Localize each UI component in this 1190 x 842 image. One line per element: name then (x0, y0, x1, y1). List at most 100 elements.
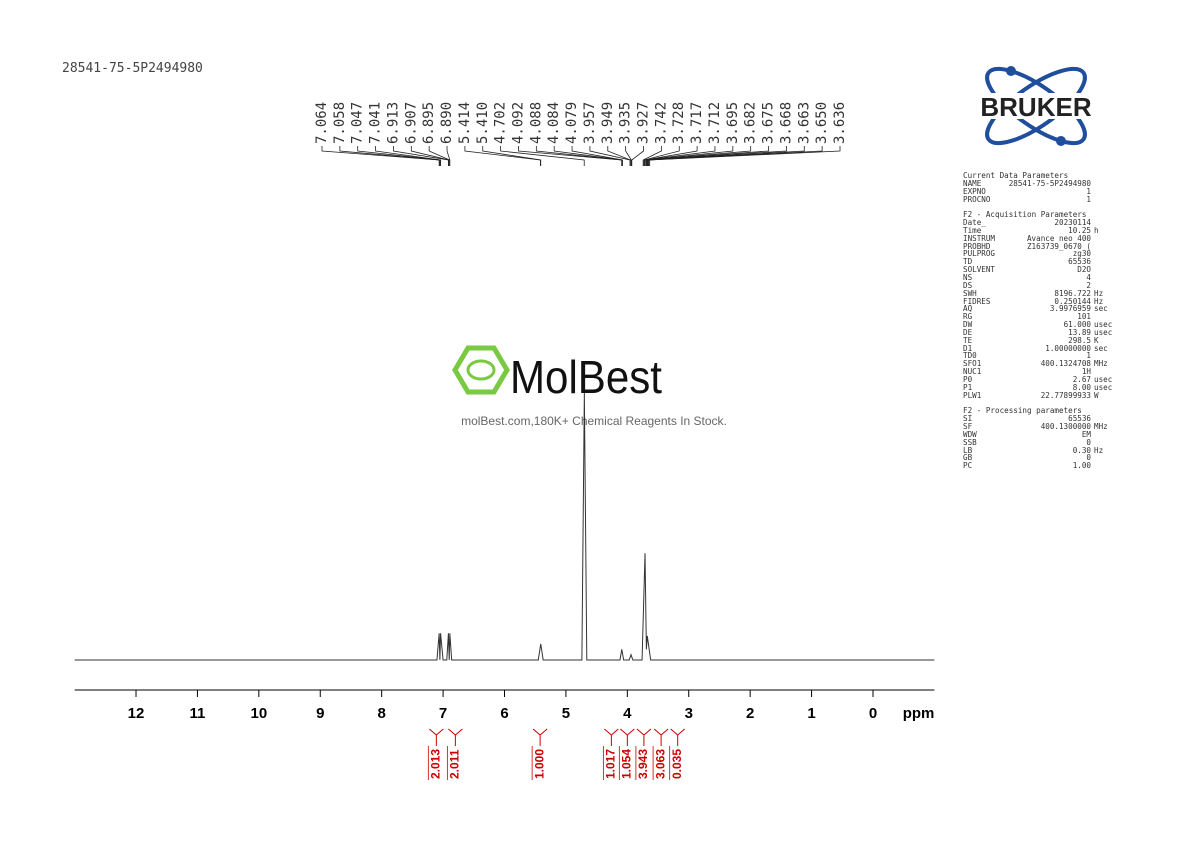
section-title: F2 - Acquisition Parameters (963, 210, 1087, 220)
parameter-value: 1 (1086, 194, 1091, 204)
peak-label: 3.712 (707, 102, 723, 144)
peak-label: 6.890 (439, 102, 455, 144)
x-tick-label: 9 (316, 705, 324, 722)
parameter-row: PC 1.00 (963, 462, 1113, 470)
peak-leader (571, 146, 623, 166)
peak-leader (589, 146, 631, 166)
parameter-name: NAME (963, 178, 982, 188)
parameter-row: PROCNO 1 (963, 194, 1113, 204)
peak-leader (648, 146, 823, 166)
parameter-row: FIDRES 0.250144 Hz (963, 296, 1113, 306)
parameter-value: 0 (1086, 453, 1091, 463)
parameter-value: 13.89 (1068, 327, 1091, 337)
parameter-value: 298.5 (1068, 335, 1091, 345)
parameter-row: NUC1 1H (963, 368, 1113, 376)
x-tick-label: 0 (869, 705, 877, 722)
parameter-unit: MHz (1094, 422, 1108, 431)
parameter-row: PULPROG zg30 (963, 250, 1113, 258)
parameter-name: GB (963, 453, 973, 463)
parameter-name: INSTRUM (963, 233, 996, 243)
parameter-name: PULPROG (963, 249, 996, 259)
parameter-unit: usec (1094, 320, 1113, 330)
parameter-row: TD 65536 (963, 258, 1113, 266)
parameter-row: WDW EM (963, 429, 1113, 439)
integral-bracket (653, 728, 669, 746)
parameter-row: RG 101 (963, 313, 1113, 321)
peak-label: 3.695 (725, 102, 741, 144)
x-tick-label: 2 (746, 705, 754, 722)
parameter-name: D1 (963, 343, 973, 353)
parameter-value: zg30 (1072, 249, 1091, 259)
orbit (985, 66, 1087, 146)
peak-label: 7.047 (350, 102, 366, 144)
parameter-value: 1.00000000 (1045, 343, 1091, 353)
x-tick-label: 11 (189, 705, 205, 722)
parameter-value: 400.1324708 (1040, 359, 1091, 369)
peak-label: 3.957 (582, 102, 598, 144)
parameter-value: 2 (1086, 280, 1091, 290)
parameter-value: 0.30 (1072, 445, 1091, 455)
parameter-name: AQ (963, 304, 973, 314)
integral-label: 1.054 (620, 749, 634, 779)
parameter-row: INSTRUM Avance neo 400 (963, 233, 1113, 243)
peak-label: 4.088 (528, 102, 544, 144)
parameter-row: SWH 8196.722 Hz (963, 288, 1113, 298)
peak-leader (446, 146, 451, 166)
peak-leader (500, 146, 585, 166)
x-tick-label: 6 (500, 705, 508, 722)
peak-leader (644, 146, 716, 166)
integral-bracket (636, 728, 652, 746)
peak-leader (482, 146, 542, 166)
parameter-unit: sec (1094, 343, 1108, 353)
peak-leader (339, 146, 440, 166)
bruker-text: BRUKER (980, 92, 1091, 122)
parameter-unit: sec (1094, 304, 1108, 314)
parameter-row: P1 8.00 usec (963, 383, 1113, 392)
bruker-logo: BRUKER (958, 66, 1114, 146)
parameter-name: EXPNO (963, 186, 986, 196)
peak-leader (646, 146, 752, 166)
peak-leader (518, 146, 623, 166)
peak-label: 3.742 (653, 102, 669, 144)
spectrum-trace (74, 392, 935, 661)
parameter-name: WDW (963, 429, 977, 439)
peak-label: 3.935 (618, 102, 634, 144)
parameter-value: 61.000 (1063, 320, 1091, 330)
logo-hexagon (452, 345, 510, 395)
parameter-name: FIDRES (963, 296, 991, 306)
parameter-unit: K (1094, 335, 1099, 345)
parameter-row: DW 61.000 usec (963, 321, 1113, 329)
integral-label: 1.000 (532, 749, 546, 779)
peak-leader (645, 146, 734, 166)
x-tick-label: 3 (685, 705, 693, 722)
parameter-unit: h (1094, 225, 1099, 235)
parameter-value: 10.25 (1068, 225, 1091, 235)
parameter-row: NAME 28541-75-5P2494980 (963, 178, 1113, 188)
logo-band (958, 93, 1114, 119)
peak-leader (642, 146, 662, 166)
parameters: Current Data Parameters NAME 28541-75-5P24… (963, 172, 1113, 470)
parameter-name: NS (963, 272, 973, 282)
parameter-row: SI 65536 (963, 415, 1113, 423)
parameter-name: DS (963, 280, 973, 290)
peak-label: 7.064 (314, 102, 330, 144)
integral-bracket (620, 728, 635, 746)
peak-leader (647, 146, 805, 166)
parameter-value: 20230114 (1054, 218, 1091, 228)
parameter-name: SSB (963, 437, 977, 447)
parameter-value: 2.67 (1072, 374, 1091, 384)
parameter-name: PROCNO (963, 194, 991, 204)
tagline: molBest.com,180K+ Chemical Reagents In S… (461, 414, 727, 428)
parameter-value: 101 (1077, 312, 1091, 322)
x-tick-label: 5 (562, 705, 570, 722)
integral-label: 0.035 (670, 749, 684, 779)
peak-label: 4.092 (510, 102, 526, 144)
parameter-row: F2 - Acquisition Parameters (963, 211, 1113, 219)
parameter-value: 1 (1086, 186, 1091, 196)
parameter-row: D1 1.00000000 sec (963, 343, 1113, 353)
parameter-row: PLW1 22.77899933 W (963, 391, 1113, 400)
parameter-value: 65536 (1068, 414, 1091, 424)
parameter-value: Avance neo 400 (1026, 233, 1091, 243)
parameter-name: SWH (963, 288, 977, 298)
parameter-value: Z163739_0670 ( (1026, 241, 1091, 251)
